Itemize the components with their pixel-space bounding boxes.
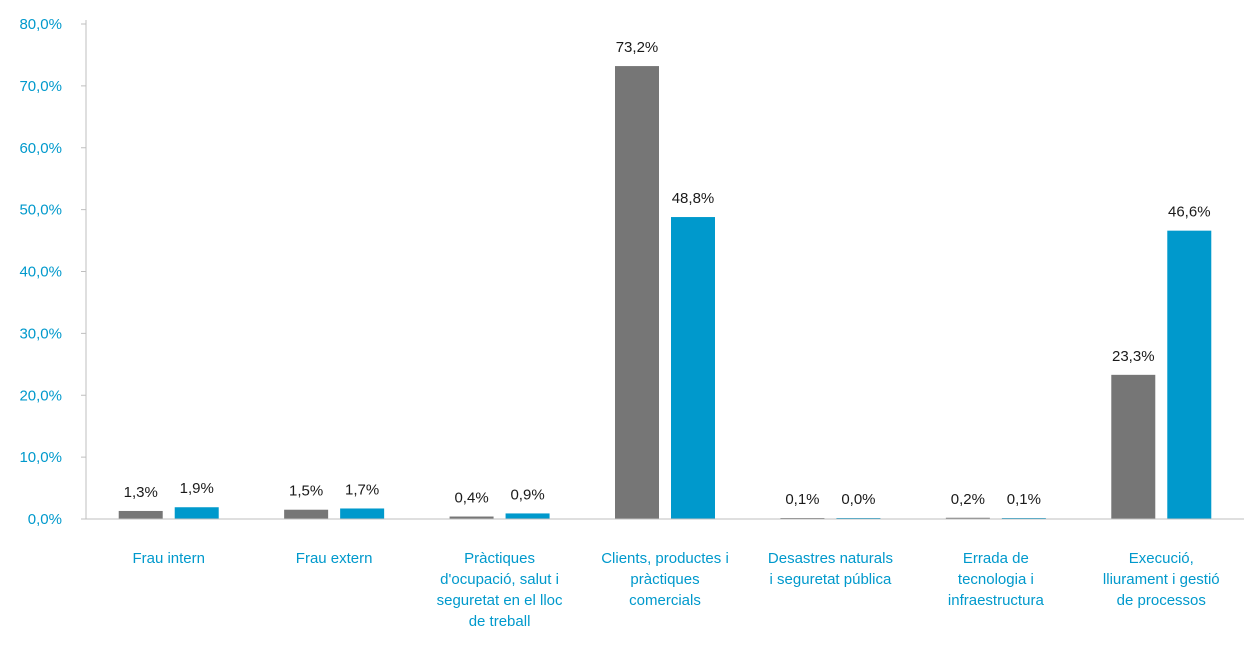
data-label-series1-cat2: 1,5%	[289, 483, 323, 500]
data-label-series2-cat4: 48,8%	[672, 190, 715, 207]
y-tick-label: 70,0%	[19, 78, 62, 95]
x-category-label-line: de processos	[1117, 592, 1206, 609]
x-category-label-line: Desastres naturals	[768, 550, 893, 567]
bar-series1-cat4	[615, 66, 659, 519]
x-category-label-4: Clients, productes i pràctiques comercials	[601, 550, 729, 609]
y-tick-label: 30,0%	[19, 325, 62, 342]
x-category-label-line: de treball	[469, 613, 531, 630]
bar-series1-cat7	[1111, 374, 1156, 519]
y-tick-label: 80,0%	[19, 16, 62, 33]
bar-series2-cat4	[671, 217, 715, 520]
data-label-series1-cat5: 0,1%	[785, 491, 819, 508]
x-category-label-line: Frau extern	[296, 550, 373, 567]
data-label-series1-cat6: 0,2%	[951, 491, 985, 508]
x-category-label-6: Errada de tecnologia i infraestructura	[948, 550, 1045, 609]
data-label-series2-cat7: 46,6%	[1168, 204, 1211, 221]
x-category-label-line: i seguretat pública	[770, 571, 892, 588]
x-category-label-line: tecnologia i	[958, 571, 1034, 588]
x-category-label-line: comercials	[629, 592, 701, 609]
data-label-series2-cat3: 0,9%	[510, 486, 544, 503]
data-label-series1-cat3: 0,4%	[454, 490, 488, 507]
y-tick-label: 0,0%	[28, 511, 62, 528]
y-tick-label: 20,0%	[19, 387, 62, 404]
bar-series2-cat1	[174, 507, 219, 519]
x-category-label-line: d'ocupació, salut i	[440, 571, 559, 588]
data-label-series1-cat1: 1,3%	[124, 484, 158, 501]
y-axis: 0,0% 10,0% 20,0% 30,0% 40,0% 50,0% 60,0% 70,0% 8…	[19, 16, 87, 528]
x-category-label-line: infraestructura	[948, 592, 1045, 609]
data-label-series2-cat5: 0,0%	[841, 491, 875, 508]
x-category-label-line: Pràctiques	[464, 550, 535, 567]
bars-group	[118, 66, 1212, 520]
x-category-label-2: Frau extern	[296, 550, 373, 567]
data-label-series1-cat4: 73,2%	[616, 39, 659, 56]
data-label-series2-cat6: 0,1%	[1007, 491, 1041, 508]
y-tick-label: 60,0%	[19, 140, 62, 157]
x-category-label-line: Errada de	[963, 550, 1029, 567]
data-labels-group: 1,3% 1,9% 1,5% 1,7% 0,4% 0,9% 73,2% 48,8% 0,1% 0,…	[124, 39, 1211, 508]
bar-series2-cat7	[1167, 230, 1212, 519]
x-category-label-line: seguretat en el lloc	[437, 592, 563, 609]
x-category-label-line: pràctiques	[630, 571, 699, 588]
bar-series1-cat3	[449, 516, 494, 519]
x-category-label-line: Execució,	[1129, 550, 1194, 567]
x-category-label-1: Frau intern	[132, 550, 205, 567]
x-category-label-7: Execució, lliurament i gestió de processos	[1103, 550, 1220, 609]
x-category-label-3: Pràctiques d'ocupació, salut i seguretat e…	[437, 550, 563, 630]
x-category-label-line: Clients, productes i	[601, 550, 729, 567]
data-label-series2-cat1: 1,9%	[180, 480, 214, 497]
y-tick-label: 50,0%	[19, 202, 62, 219]
bar-series2-cat2	[340, 508, 385, 519]
bar-series1-cat6	[945, 517, 990, 519]
data-label-series1-cat7: 23,3%	[1112, 348, 1155, 365]
bar-series2-cat3	[505, 513, 550, 519]
bar-series1-cat2	[284, 509, 329, 519]
x-category-label-line: lliurament i gestió	[1103, 571, 1220, 588]
x-category-label-line: Frau intern	[132, 550, 205, 567]
y-tick-label: 40,0%	[19, 264, 62, 281]
x-category-label-5: Desastres naturals i seguretat pública	[768, 550, 893, 588]
data-label-series2-cat2: 1,7%	[345, 481, 379, 498]
bar-series1-cat1	[118, 510, 163, 519]
x-axis: Frau intern Frau extern Pràctiques d'ocupac…	[86, 518, 1244, 630]
y-tick-label: 10,0%	[19, 449, 62, 466]
